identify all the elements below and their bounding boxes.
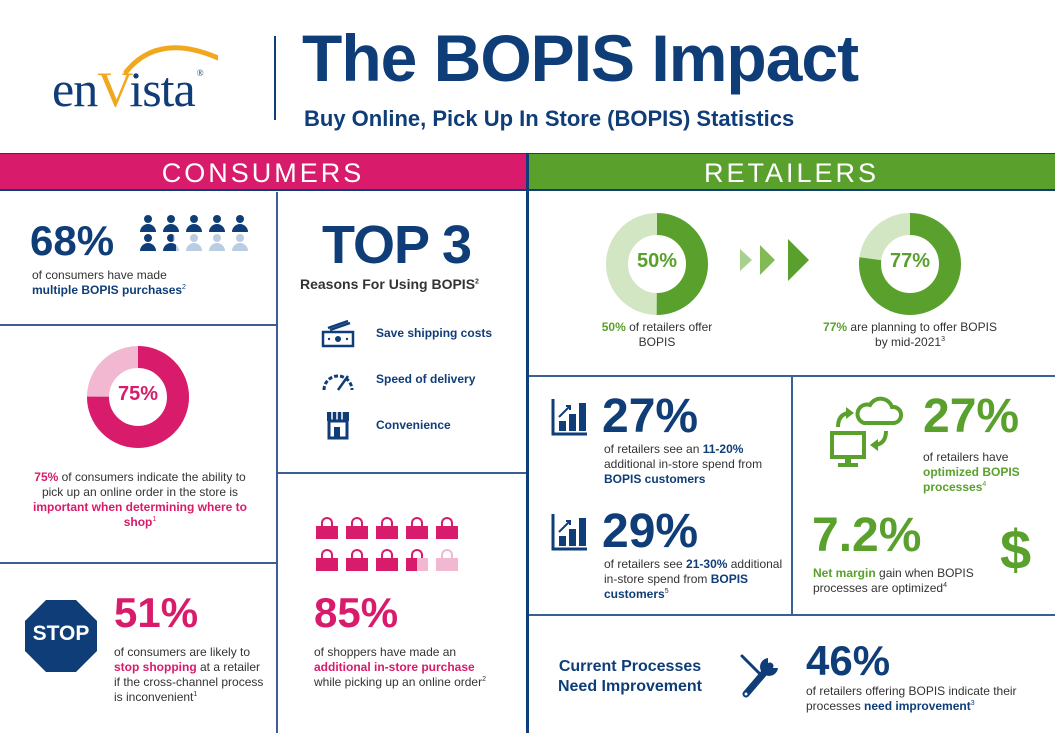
stop-sign-icon bbox=[25, 600, 97, 672]
stop-sign-label: STOP bbox=[32, 622, 90, 645]
divider bbox=[529, 614, 1055, 616]
storefront-icon bbox=[327, 412, 349, 440]
center-divider bbox=[526, 153, 529, 733]
envista-logo: enVista ® bbox=[52, 61, 204, 117]
shopping-bag-icon bbox=[406, 517, 428, 539]
shopping-bag-icon bbox=[436, 517, 458, 539]
reason-item: Convenience bbox=[320, 402, 492, 448]
speedometer-icon bbox=[322, 374, 354, 391]
growth-chart-icon bbox=[551, 399, 587, 436]
reason-item: Speed of delivery bbox=[320, 356, 492, 402]
stat-51-value: 51% bbox=[114, 589, 199, 636]
person-icon bbox=[161, 215, 181, 233]
people-icon-grid bbox=[138, 215, 250, 252]
top3-heading: TOP 3 bbox=[322, 215, 472, 275]
page-title: The BOPIS Impact bbox=[302, 21, 859, 95]
shopping-bag-icon bbox=[406, 549, 428, 571]
wrench-screwdriver-icon bbox=[740, 654, 778, 698]
donut-77-chart bbox=[859, 213, 961, 315]
shopping-bag-icon bbox=[436, 549, 458, 571]
divider bbox=[0, 562, 276, 564]
shopping-bag-icon bbox=[316, 517, 338, 539]
donut-77-label: 77% bbox=[889, 250, 931, 272]
improvement-heading: Current Processes Need Improvement bbox=[557, 658, 703, 695]
stat-46-value: 46% bbox=[806, 637, 891, 684]
progress-arrows-icon bbox=[740, 239, 809, 281]
top3-reasons-list: Save shipping costs Speed of delivery Co… bbox=[320, 310, 492, 448]
shopping-bag-icon bbox=[376, 549, 398, 571]
person-icon bbox=[184, 215, 204, 233]
person-icon bbox=[207, 215, 227, 233]
stat-85-text: of shoppers have made an additional in-s… bbox=[314, 645, 487, 689]
donut-50-label: 50% bbox=[636, 250, 678, 272]
shopping-bag-icon bbox=[376, 517, 398, 539]
person-icon bbox=[184, 234, 204, 252]
donut-75-chart bbox=[87, 346, 189, 448]
reason-item: Save shipping costs bbox=[320, 310, 492, 356]
retailers-column-divider bbox=[791, 376, 793, 616]
person-icon bbox=[207, 234, 227, 252]
shopping-bag-icon bbox=[316, 549, 338, 571]
shopping-bag-icon bbox=[346, 549, 368, 571]
stat-68-value: 68% bbox=[30, 217, 115, 264]
stat-75-text: 75% of consumers indicate the ability to… bbox=[32, 470, 247, 529]
stat-27-spend-value: 27% bbox=[602, 390, 699, 443]
shopping-bag-icon bbox=[346, 517, 368, 539]
consumers-column-divider bbox=[276, 192, 278, 733]
person-icon bbox=[230, 234, 250, 252]
stat-27-spend-text: of retailers see an 11-20% additional in… bbox=[604, 442, 763, 486]
stat-77-text: 77% are planning to offer BOPIS by mid-2… bbox=[823, 320, 997, 349]
shopping-bag-icon-grid bbox=[316, 517, 458, 571]
top3-subheading: Reasons For Using BOPIS2 bbox=[300, 276, 479, 292]
stat-29-spend-text: of retailers see 21-30% additional in-st… bbox=[604, 557, 783, 601]
retailers-band: RETAILERS bbox=[528, 153, 1055, 191]
stat-27-optimized-text: of retailers have optimized BOPIS proces… bbox=[923, 450, 1020, 494]
dollar-icon: $ bbox=[1000, 518, 1032, 581]
money-icon bbox=[321, 319, 355, 348]
divider bbox=[0, 324, 276, 326]
header-divider bbox=[274, 36, 276, 120]
stat-29-spend-value: 29% bbox=[602, 505, 699, 558]
stat-margin-value: 7.2% bbox=[812, 509, 922, 562]
stat-46-text: of retailers offering BOPIS indicate the… bbox=[806, 684, 1017, 713]
logo-arc-icon bbox=[123, 45, 218, 75]
stat-51-text: of consumers are likely to stop shopping… bbox=[114, 645, 264, 704]
person-icon bbox=[230, 215, 250, 233]
person-icon bbox=[138, 215, 158, 233]
person-icon bbox=[161, 234, 181, 252]
page-subtitle: Buy Online, Pick Up In Store (BOPIS) Sta… bbox=[304, 106, 795, 131]
stat-68-text: of consumers have made multiple BOPIS pu… bbox=[32, 268, 186, 297]
growth-chart-icon bbox=[551, 514, 587, 551]
person-icon bbox=[138, 234, 158, 252]
stat-85-value: 85% bbox=[314, 589, 399, 636]
stat-27-optimized-value: 27% bbox=[923, 390, 1020, 443]
consumers-band: CONSUMERS bbox=[0, 153, 526, 191]
donut-75-label: 75% bbox=[117, 383, 159, 405]
stat-50-text: 50% of retailers offer BOPIS bbox=[601, 320, 713, 349]
stat-margin-text: Net margin gain when BOPIS processes are… bbox=[813, 566, 974, 595]
divider bbox=[278, 472, 526, 474]
donut-50-chart bbox=[606, 213, 708, 315]
cloud-sync-icon bbox=[830, 396, 904, 467]
